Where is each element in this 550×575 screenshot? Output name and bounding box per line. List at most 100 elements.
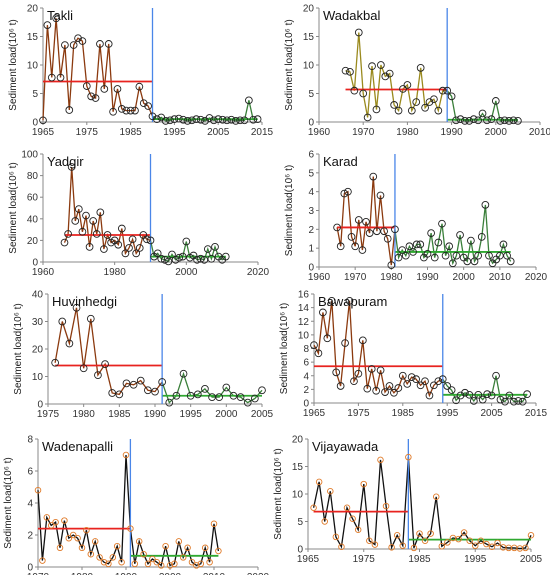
x-tick-label: 2010: [489, 272, 512, 283]
data-point: [253, 115, 262, 124]
data-point: [456, 115, 465, 124]
data-point: [365, 229, 374, 237]
data-point: [122, 379, 131, 388]
data-point: [382, 502, 390, 510]
data-point: [186, 391, 195, 400]
data-point: [149, 555, 156, 563]
x-tick-label: 1965: [32, 127, 55, 138]
data-point: [201, 544, 209, 552]
data-point: [105, 560, 112, 568]
data-point: [376, 191, 385, 200]
data-point: [399, 542, 407, 549]
data-point: [168, 250, 176, 259]
data-point: [434, 238, 443, 247]
series-line-before-change: [54, 307, 163, 396]
data-point: [211, 243, 219, 251]
data-point: [385, 382, 394, 390]
data-point: [153, 115, 161, 124]
x-tick-label: 1990: [144, 409, 167, 420]
x-tick-label: 2005: [251, 409, 274, 420]
data-point: [160, 255, 169, 264]
y-tick-label: 20: [303, 4, 315, 15]
data-point: [376, 366, 385, 375]
x-tick-label: 1995: [436, 408, 459, 419]
x-tick-label: 1995: [180, 409, 203, 420]
y-tick-label: 5: [308, 89, 314, 100]
chart-panel-wadenapalli: 0 2 4 6 8 1970 1980 1990 2000 2010 2020 Sediment lo…: [3, 435, 270, 575]
y-tick-label: 2: [303, 385, 309, 396]
chart-panel-takli: 0 5 10 15 20 1965 1975 1985 1995 2005 2015 Sediment…: [8, 4, 274, 139]
panel-title: Huvinhedgi: [52, 294, 117, 309]
data-point: [215, 393, 224, 401]
y-tick-label: 6: [303, 358, 309, 369]
data-point: [363, 113, 372, 122]
data-point: [251, 394, 259, 403]
data-point: [47, 522, 55, 529]
data-point: [323, 334, 332, 343]
x-tick-label: 2010: [203, 572, 226, 575]
panel-title: Bawapuram: [318, 294, 387, 309]
y-tick-label: 100: [21, 150, 38, 161]
data-point: [135, 82, 144, 91]
y-tick-label: 0: [308, 263, 314, 274]
y-axis-label: Sediment load(10⁶ t): [8, 19, 19, 110]
data-point: [74, 534, 81, 542]
data-point: [72, 303, 81, 312]
x-tick-label: 1980: [396, 127, 419, 138]
x-tick-label: 1975: [347, 408, 370, 419]
data-point: [236, 116, 244, 125]
data-point: [157, 254, 166, 263]
series-line-after-change: [149, 240, 227, 263]
data-point: [390, 388, 398, 397]
data-point: [314, 349, 323, 358]
data-point: [85, 243, 94, 251]
y-tick-label: 0: [303, 399, 309, 410]
data-point: [354, 369, 363, 378]
data-point: [64, 230, 72, 238]
data-point: [466, 537, 473, 545]
data-point: [387, 261, 396, 269]
data-point: [443, 86, 452, 95]
data-point: [131, 106, 139, 115]
data-point: [381, 388, 389, 396]
data-point: [461, 388, 469, 397]
data-point: [372, 386, 381, 395]
data-point: [143, 235, 151, 244]
data-point: [179, 554, 187, 561]
data-point: [39, 557, 46, 564]
y-axis-label: Sediment load(10⁶ t): [8, 162, 19, 253]
data-point: [146, 236, 155, 245]
data-point: [205, 114, 214, 122]
data-point: [127, 525, 134, 532]
data-point: [340, 189, 349, 198]
data-point: [175, 538, 183, 545]
data-point: [371, 541, 379, 548]
y-tick-label: 8: [27, 435, 33, 446]
y-tick-label: 4: [308, 187, 314, 198]
data-point: [136, 376, 145, 385]
data-point: [438, 543, 446, 550]
data-point: [86, 314, 95, 323]
data-point: [346, 67, 354, 76]
data-point: [215, 547, 222, 555]
y-tick-label: 3: [308, 206, 314, 217]
x-tick-label: 1960: [308, 127, 331, 138]
data-point: [196, 254, 205, 263]
data-point: [487, 115, 496, 124]
x-tick-label: 1980: [73, 409, 96, 420]
data-point: [126, 106, 135, 115]
data-point: [245, 96, 253, 105]
x-tick-label: 1980: [380, 272, 403, 283]
data-point: [385, 69, 394, 78]
x-tick-label: 2015: [525, 408, 548, 419]
data-point: [161, 117, 170, 125]
data-point: [140, 550, 147, 558]
data-point: [144, 386, 152, 395]
data-point: [460, 529, 468, 536]
chart-panel-huvinhedgi: 0 10 20 30 40 1975 1980 1985 1990 1995 2000 2005 Sed…: [13, 290, 274, 421]
data-point: [128, 235, 137, 244]
data-point: [366, 537, 373, 545]
x-tick-label: 1975: [37, 409, 60, 420]
x-tick-label: 1975: [76, 127, 99, 138]
data-point: [65, 106, 74, 114]
